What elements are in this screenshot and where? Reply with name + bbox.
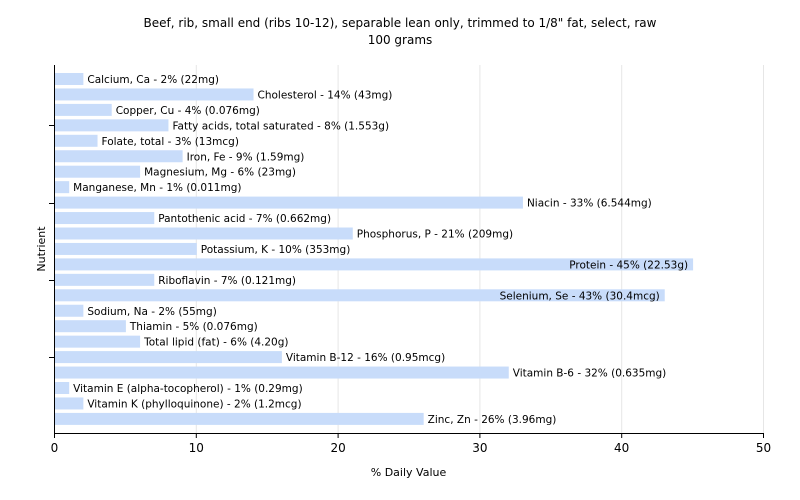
bar-label: Pantothenic acid - 7% (0.662mg): [158, 213, 331, 225]
chart-title: Beef, rib, small end (ribs 10-12), separ…: [143, 16, 657, 30]
x-tick-label: 50: [756, 441, 771, 455]
bar: [55, 412, 424, 425]
bar: [55, 227, 353, 240]
bar: [55, 335, 141, 348]
bar: [55, 150, 183, 163]
bar-label: Cholesterol - 14% (43mg): [258, 89, 393, 101]
bar: [55, 320, 126, 333]
bar-label: Manganese, Mn - 1% (0.011mg): [73, 182, 241, 194]
bar-label: Copper, Cu - 4% (0.076mg): [116, 105, 260, 117]
bar: [55, 181, 70, 194]
x-tick-label: 30: [472, 441, 487, 455]
bar-labels: Calcium, Ca - 2% (22mg) Cholesterol - 14%…: [73, 74, 688, 426]
bar-label: Vitamin E (alpha-tocopherol) - 1% (0.29m…: [73, 383, 303, 395]
x-tick-label: 0: [51, 441, 59, 455]
bar-label: Magnesium, Mg - 6% (23mg): [144, 167, 296, 179]
chart-subtitle: 100 grams: [367, 33, 433, 47]
bar-label: Riboflavin - 7% (0.121mg): [158, 275, 296, 287]
bar: [55, 212, 155, 225]
bar-label: Iron, Fe - 9% (1.59mg): [187, 151, 305, 163]
bar-label: Vitamin K (phylloquinone) - 2% (1.2mcg): [87, 398, 301, 410]
bar-label: Vitamin B-6 - 32% (0.635mg): [513, 368, 667, 380]
bar: [55, 366, 509, 379]
bars: [55, 73, 694, 425]
y-axis-title: Nutrient: [35, 226, 48, 272]
bar: [55, 73, 84, 85]
bar-label: Calcium, Ca - 2% (22mg): [87, 74, 219, 86]
bar: [55, 242, 197, 255]
bar: [55, 134, 98, 147]
bar-label: Potassium, K - 10% (353mg): [201, 244, 351, 256]
bar: [55, 289, 665, 302]
bar-label: Zinc, Zn - 26% (3.96mg): [428, 414, 557, 426]
bar-label: Vitamin B-12 - 16% (0.95mcg): [286, 352, 445, 364]
bar: [55, 119, 169, 132]
bar: [55, 304, 84, 317]
bar: [55, 196, 523, 209]
bar: [55, 258, 694, 271]
bar-label: Protein - 45% (22.53g): [569, 259, 688, 271]
bar-label: Fatty acids, total saturated - 8% (1.553…: [172, 120, 389, 132]
bar-label: Total lipid (fat) - 6% (4.20g): [143, 337, 288, 349]
bar: [55, 397, 84, 410]
bar-label: Selenium, Se - 43% (30.4mcg): [500, 290, 660, 302]
bar-label: Sodium, Na - 2% (55mg): [87, 306, 216, 318]
bar-label: Thiamin - 5% (0.076mg): [129, 321, 258, 333]
x-axis-title: % Daily Value: [371, 466, 447, 479]
bar-label: Phosphorus, P - 21% (209mg): [357, 229, 513, 241]
bar: [55, 382, 70, 394]
bar: [55, 165, 141, 178]
x-tick-label: 20: [330, 441, 345, 455]
bar-label: Folate, total - 3% (13mcg): [102, 136, 239, 148]
bar: [55, 351, 282, 364]
bar: [55, 88, 254, 101]
bar: [55, 103, 112, 116]
axes: 0 10 20 30 40 50: [49, 65, 771, 455]
bar-label: Niacin - 33% (6.544mg): [527, 198, 652, 210]
x-tick-label: 10: [189, 441, 204, 455]
x-tick-label: 40: [614, 441, 629, 455]
bar: [55, 273, 155, 286]
